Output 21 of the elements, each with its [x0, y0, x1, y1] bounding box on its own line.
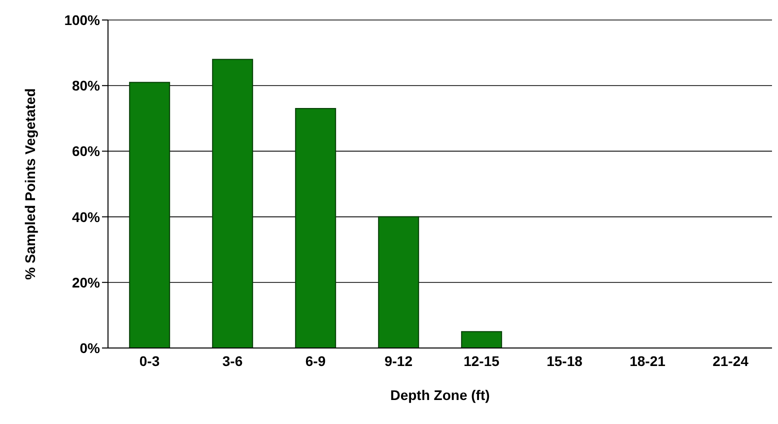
x-tick-label: 18-21	[630, 352, 666, 369]
y-tick-label: 20%	[72, 274, 101, 290]
x-tick-label: 9-12	[384, 352, 413, 369]
bar	[378, 216, 420, 348]
y-tick-label: 0%	[80, 340, 101, 356]
bar	[295, 108, 336, 348]
y-tick-label: 80%	[72, 78, 101, 94]
y-tick-label: 40%	[72, 208, 101, 225]
x-tick-label: 0-3	[139, 352, 160, 369]
bar	[461, 331, 502, 348]
x-tick-label: 15-18	[546, 352, 583, 369]
x-axis-title: Depth Zone (ft)	[390, 387, 490, 403]
x-tick-label: 3-6	[222, 352, 243, 369]
x-tick-label: 21-24	[712, 352, 749, 369]
y-tick-label: 60%	[72, 143, 101, 160]
x-tick-label: 12-15	[464, 352, 500, 369]
bar	[129, 82, 170, 348]
bar	[212, 58, 254, 348]
x-tick-label: 6-9	[305, 352, 326, 369]
y-tick-label: 100%	[64, 12, 101, 28]
y-axis-title: % Sampled Points Vegetated	[22, 88, 38, 280]
